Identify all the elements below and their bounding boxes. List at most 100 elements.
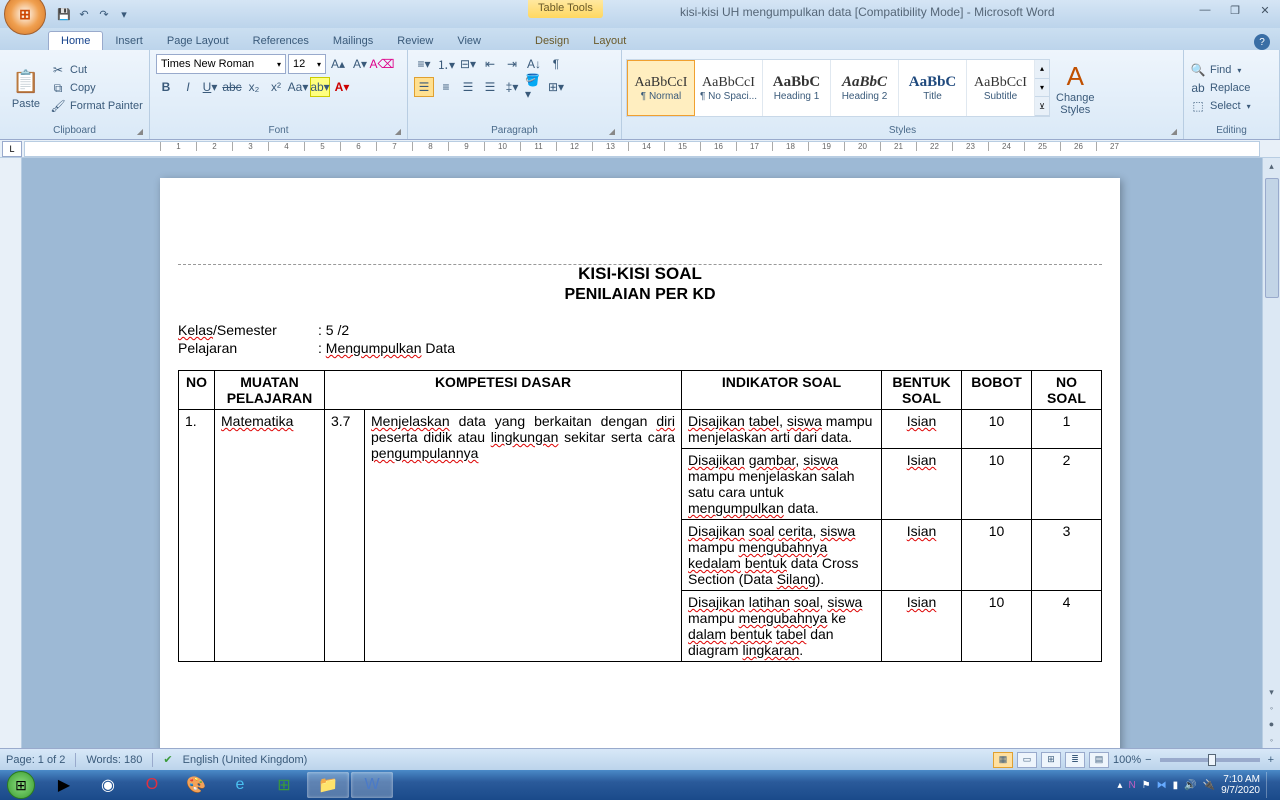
tray-flag-icon[interactable]: ⚑ [1142, 780, 1151, 791]
tray-power-icon[interactable]: 🔌 [1203, 780, 1215, 791]
sort-button[interactable]: A↓ [524, 54, 544, 74]
highlight-button[interactable]: ab▾ [310, 77, 330, 97]
tab-layout[interactable]: Layout [581, 32, 638, 50]
select-button[interactable]: ⬚Select▾ [1190, 98, 1251, 114]
minimize-button[interactable]: — [1194, 2, 1216, 18]
print-layout-view-button[interactable]: ▦ [993, 752, 1013, 768]
tab-page-layout[interactable]: Page Layout [155, 32, 241, 50]
help-icon[interactable]: ? [1254, 34, 1270, 50]
format-painter-button[interactable]: 🖌Format Painter [50, 98, 143, 114]
task-opera[interactable]: O [131, 772, 173, 798]
vertical-ruler[interactable] [0, 158, 22, 748]
close-button[interactable]: ✕ [1254, 2, 1276, 18]
multilevel-button[interactable]: ⊟▾ [458, 54, 478, 74]
styles-launcher-icon[interactable]: ◢ [1171, 127, 1177, 136]
maximize-button[interactable]: ❐ [1224, 2, 1246, 18]
web-layout-view-button[interactable]: ⊞ [1041, 752, 1061, 768]
document-table[interactable]: NOMUATAN PELAJARANKOMPETESI DASARINDIKAT… [178, 370, 1102, 662]
tab-mailings[interactable]: Mailings [321, 32, 385, 50]
task-paint[interactable]: 🎨 [175, 772, 217, 798]
browse-object-icon[interactable]: ● [1263, 716, 1280, 732]
show-marks-button[interactable]: ¶ [546, 54, 566, 74]
task-ie[interactable]: e [219, 772, 261, 798]
undo-icon[interactable]: ↶ [76, 6, 92, 22]
style-scroll-up-icon[interactable]: ▴ [1035, 60, 1049, 79]
strikethrough-button[interactable]: abc [222, 77, 242, 97]
prev-page-icon[interactable]: ◦ [1263, 700, 1280, 716]
find-button[interactable]: 🔍Find▾ [1190, 62, 1251, 78]
numbering-button[interactable]: ⒈▾ [436, 54, 456, 74]
style-scroll-down-icon[interactable]: ▾ [1035, 79, 1049, 98]
save-icon[interactable]: 💾 [56, 6, 72, 22]
tab-selector[interactable]: L [2, 141, 22, 157]
page-indicator[interactable]: Page: 1 of 2 [6, 754, 65, 766]
start-button[interactable]: ⊞ [0, 770, 42, 800]
style-item[interactable]: AaBbCHeading 1 [763, 60, 831, 116]
language-indicator[interactable]: English (United Kingdom) [183, 754, 308, 766]
zoom-level[interactable]: 100% [1113, 754, 1141, 766]
task-explorer[interactable]: 📁 [307, 772, 349, 798]
align-center-button[interactable]: ≡ [436, 77, 456, 97]
subscript-button[interactable]: x₂ [244, 77, 264, 97]
justify-button[interactable]: ☰ [480, 77, 500, 97]
zoom-out-button[interactable]: − [1145, 754, 1151, 766]
task-excel[interactable]: ⊞ [263, 772, 305, 798]
show-desktop-button[interactable] [1266, 772, 1274, 798]
scroll-down-icon[interactable]: ▾ [1263, 684, 1280, 700]
font-size-combo[interactable]: 12▾ [288, 54, 326, 74]
table-row[interactable]: 1.Matematika3.7Menjelaskan data yang ber… [179, 410, 1102, 449]
increase-indent-button[interactable]: ⇥ [502, 54, 522, 74]
qat-dropdown-icon[interactable]: ▾ [116, 6, 132, 22]
vertical-scrollbar[interactable]: ▴ ▾ ◦ ● ◦ [1262, 158, 1280, 748]
style-item[interactable]: AaBbCTitle [899, 60, 967, 116]
shrink-font-button[interactable]: A▾ [350, 54, 370, 74]
clipboard-launcher-icon[interactable]: ◢ [137, 127, 143, 136]
superscript-button[interactable]: x² [266, 77, 286, 97]
horizontal-ruler[interactable]: 1234567891011121314151617181920212223242… [24, 141, 1260, 157]
underline-button[interactable]: U▾ [200, 77, 220, 97]
borders-button[interactable]: ⊞▾ [546, 77, 566, 97]
cut-button[interactable]: ✂Cut [50, 62, 143, 78]
zoom-slider[interactable] [1160, 758, 1260, 762]
paragraph-launcher-icon[interactable]: ◢ [609, 127, 615, 136]
scroll-thumb[interactable] [1265, 178, 1279, 298]
tab-references[interactable]: References [241, 32, 321, 50]
tray-clock[interactable]: 7:10 AM9/7/2020 [1221, 774, 1260, 796]
bold-button[interactable]: B [156, 77, 176, 97]
style-item[interactable]: AaBbCcI¶ No Spaci... [695, 60, 763, 116]
decrease-indent-button[interactable]: ⇤ [480, 54, 500, 74]
scroll-up-icon[interactable]: ▴ [1263, 158, 1280, 174]
line-spacing-button[interactable]: ‡▾ [502, 77, 522, 97]
word-count[interactable]: Words: 180 [86, 754, 142, 766]
style-item[interactable]: AaBbCHeading 2 [831, 60, 899, 116]
task-word[interactable]: W [351, 772, 393, 798]
tab-review[interactable]: Review [385, 32, 445, 50]
copy-button[interactable]: ⧉Copy [50, 80, 143, 96]
zoom-in-button[interactable]: + [1268, 754, 1274, 766]
clear-formatting-button[interactable]: A⌫ [372, 54, 392, 74]
style-item[interactable]: AaBbCcI¶ Normal [627, 60, 695, 116]
task-chrome[interactable]: ◉ [87, 772, 129, 798]
tray-onenote-icon[interactable]: N [1128, 780, 1135, 791]
outline-view-button[interactable]: ≣ [1065, 752, 1085, 768]
shading-button[interactable]: 🪣▾ [524, 77, 544, 97]
change-case-button[interactable]: Aa▾ [288, 77, 308, 97]
align-left-button[interactable]: ☰ [414, 77, 434, 97]
tray-show-hidden-icon[interactable]: ▴ [1117, 780, 1122, 791]
redo-icon[interactable]: ↷ [96, 6, 112, 22]
bullets-button[interactable]: ≡▾ [414, 54, 434, 74]
next-page-icon[interactable]: ◦ [1263, 732, 1280, 748]
italic-button[interactable]: I [178, 77, 198, 97]
font-color-button[interactable]: A▾ [332, 77, 352, 97]
tray-volume-icon[interactable]: 🔊 [1184, 780, 1196, 791]
tray-network-icon[interactable]: ▮ [1173, 780, 1179, 791]
task-media-player[interactable]: ▶ [43, 772, 85, 798]
full-screen-view-button[interactable]: ▭ [1017, 752, 1037, 768]
change-styles-button[interactable]: A Change Styles [1050, 58, 1101, 118]
draft-view-button[interactable]: ▤ [1089, 752, 1109, 768]
page[interactable]: KISI-KISI SOAL PENILAIAN PER KD Kelas/Se… [160, 178, 1120, 748]
tab-insert[interactable]: Insert [103, 32, 155, 50]
tab-view[interactable]: View [445, 32, 493, 50]
paste-button[interactable]: 📋 Paste [4, 64, 48, 112]
tab-home[interactable]: Home [48, 31, 103, 50]
